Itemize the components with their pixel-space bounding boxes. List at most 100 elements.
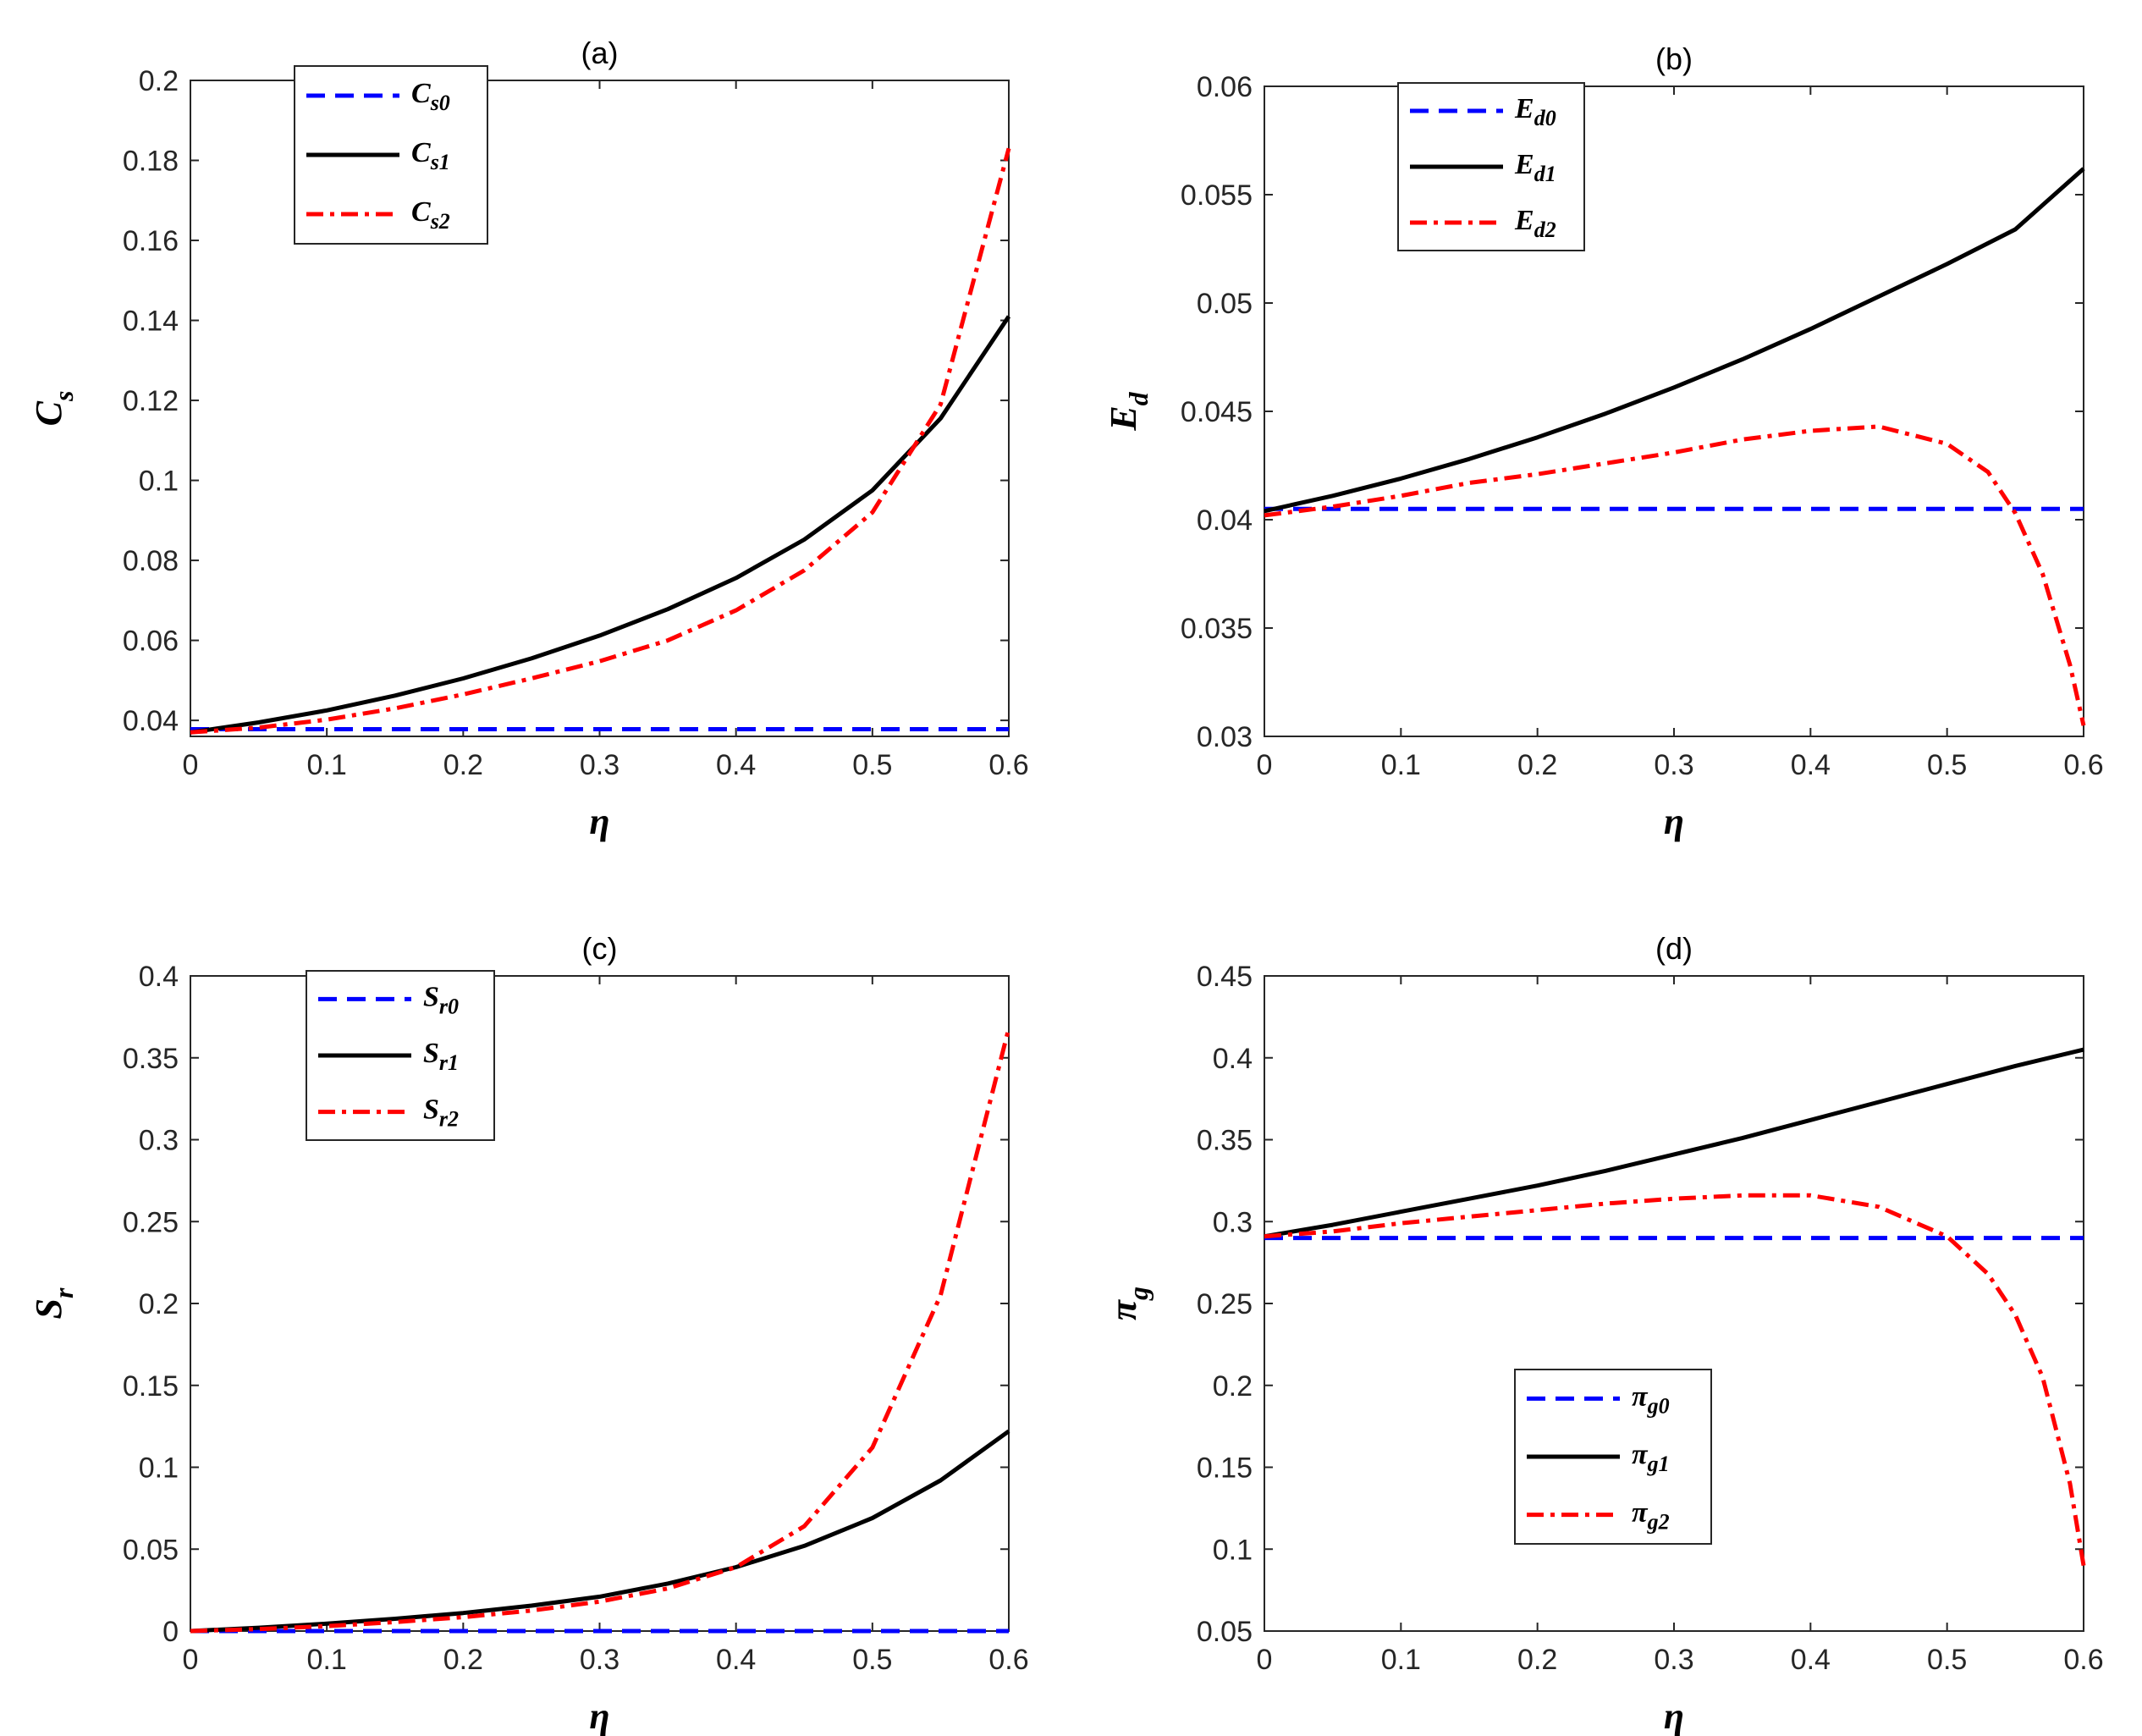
legend-label-r0: Sr0 bbox=[423, 981, 459, 1018]
y-tick-label: 0.2 bbox=[139, 1288, 179, 1320]
legend-label-g0: πg0 bbox=[1632, 1381, 1670, 1418]
y-tick-label: 0.035 bbox=[1181, 613, 1253, 645]
panel-a: 0 0.1 0.2 0.3 0.4 0.5 0.6 0.04 0.06 0.08 0.1 0.12 0.… bbox=[28, 36, 1029, 842]
x-tick-label: 0.4 bbox=[1791, 749, 1831, 781]
y-tick-label: 0.04 bbox=[123, 705, 179, 737]
y-tick-label: 0.03 bbox=[1197, 721, 1253, 753]
y-axis-label: Sr bbox=[28, 1287, 79, 1319]
y-tick-label: 0.06 bbox=[1197, 71, 1253, 103]
x-tick-label: 0.2 bbox=[443, 749, 483, 781]
y-tick-label: 0.055 bbox=[1181, 179, 1253, 212]
x-tick-label: 0.3 bbox=[580, 749, 619, 781]
y-axis-label-group: Cs bbox=[28, 391, 79, 427]
y-tick-label: 0.2 bbox=[1213, 1370, 1253, 1403]
series-line-r2 bbox=[190, 1028, 1011, 1634]
legend-label-r2: Sr2 bbox=[423, 1094, 459, 1132]
legend-label-s1: Cs1 bbox=[411, 137, 450, 174]
series-line-r1 bbox=[190, 1429, 1010, 1634]
panel-b: 0 0.1 0.2 0.3 0.4 0.5 0.6 0.03 0.035 0.04 0.045 0.0… bbox=[1103, 41, 2104, 842]
y-tick-label: 0.35 bbox=[1197, 1125, 1253, 1157]
y-axis-label-group: πg bbox=[1103, 1287, 1154, 1320]
series-line-s1 bbox=[190, 315, 1011, 735]
legend-label-r1: Sr1 bbox=[423, 1038, 459, 1075]
x-axis-label: η bbox=[1664, 801, 1684, 842]
x-axis-label: η bbox=[589, 801, 609, 842]
y-tick-label: 0.1 bbox=[139, 466, 179, 498]
y-axis-label-group: Sr bbox=[28, 1287, 79, 1319]
x-tick-label: 0.4 bbox=[716, 1644, 756, 1676]
legend-label-s2: Cs2 bbox=[411, 196, 450, 234]
x-tick-label: 0.5 bbox=[1927, 749, 1967, 781]
y-tick-label: 0.1 bbox=[139, 1452, 179, 1485]
y-axis-label: Cs bbox=[28, 391, 79, 427]
y-tick-label: 0.05 bbox=[123, 1534, 179, 1566]
x-tick-label: 0.6 bbox=[988, 1644, 1028, 1676]
x-tick-label: 0 bbox=[183, 1644, 199, 1676]
legend-label-g2: πg2 bbox=[1632, 1497, 1670, 1535]
y-tick-label: 0 bbox=[162, 1616, 179, 1648]
panel-title: (b) bbox=[1655, 41, 1693, 76]
y-axis-label: πg bbox=[1103, 1287, 1154, 1320]
y-tick-label: 0.05 bbox=[1197, 1616, 1253, 1648]
x-tick-label: 0.1 bbox=[1381, 1644, 1421, 1676]
legend-label-g1: πg1 bbox=[1632, 1439, 1670, 1476]
axes-frame bbox=[1264, 85, 2084, 737]
series-line-d1 bbox=[1264, 167, 2085, 514]
x-tick-label: 0.5 bbox=[852, 1644, 892, 1676]
panel-title: (c) bbox=[582, 931, 618, 966]
y-axis-label-group: Ed bbox=[1103, 391, 1154, 431]
x-axis-label: η bbox=[589, 1695, 609, 1736]
series-line-d2 bbox=[1264, 424, 2086, 726]
legend: Sr0 Sr1 Sr2 bbox=[306, 970, 495, 1141]
x-tick-label: 0 bbox=[1257, 749, 1273, 781]
x-tick-label: 0.2 bbox=[1517, 1644, 1557, 1676]
y-tick-label: 0.35 bbox=[123, 1043, 179, 1075]
x-tick-label: 0.6 bbox=[2063, 1644, 2103, 1676]
y-axis-label: Ed bbox=[1103, 391, 1154, 431]
y-tick-label: 0.08 bbox=[123, 545, 179, 577]
y-tick-label: 0.4 bbox=[139, 961, 179, 993]
legend: Cs0 Cs1 Cs2 bbox=[294, 65, 488, 245]
x-tick-label: 0.3 bbox=[580, 1644, 619, 1676]
x-tick-label: 0.2 bbox=[1517, 749, 1557, 781]
panel-title: (a) bbox=[581, 36, 619, 70]
x-tick-label: 0.5 bbox=[852, 749, 892, 781]
y-tick-label: 0.04 bbox=[1197, 504, 1253, 537]
y-tick-label: 0.06 bbox=[123, 626, 179, 658]
panel-c: 0 0.1 0.2 0.3 0.4 0.5 0.6 0 0.05 0.1 0.15 0.2 0.25 0.… bbox=[28, 931, 1029, 1736]
y-tick-label: 0.25 bbox=[1197, 1288, 1253, 1320]
x-tick-label: 0.4 bbox=[1791, 1644, 1831, 1676]
y-tick-label: 0.16 bbox=[123, 225, 179, 257]
legend-label-s0: Cs0 bbox=[411, 78, 450, 115]
y-tick-label: 0.15 bbox=[1197, 1452, 1253, 1485]
panel-title: (d) bbox=[1655, 931, 1693, 966]
y-tick-label: 0.14 bbox=[123, 306, 179, 338]
x-tick-label: 0.6 bbox=[988, 749, 1028, 781]
x-tick-label: 0.3 bbox=[1654, 1644, 1693, 1676]
legend-label-d0: Ed0 bbox=[1514, 93, 1556, 130]
y-tick-label: 0.45 bbox=[1197, 961, 1253, 993]
x-tick-label: 0 bbox=[183, 749, 199, 781]
y-tick-label: 0.15 bbox=[123, 1370, 179, 1403]
series-line-s2 bbox=[190, 147, 1011, 735]
y-tick-label: 0.18 bbox=[123, 146, 179, 178]
y-tick-label: 0.4 bbox=[1213, 1043, 1253, 1075]
x-tick-label: 0.1 bbox=[307, 749, 347, 781]
legend-label-d2: Ed2 bbox=[1514, 205, 1556, 242]
y-tick-label: 0.1 bbox=[1213, 1534, 1253, 1566]
x-tick-label: 0.5 bbox=[1927, 1644, 1967, 1676]
legend-label-d1: Ed1 bbox=[1514, 149, 1556, 186]
y-tick-label: 0.3 bbox=[1213, 1206, 1253, 1238]
x-tick-label: 0 bbox=[1257, 1644, 1273, 1676]
y-tick-label: 0.2 bbox=[139, 65, 179, 97]
x-tick-label: 0.1 bbox=[307, 1644, 347, 1676]
y-tick-label: 0.3 bbox=[139, 1125, 179, 1157]
x-tick-label: 0.3 bbox=[1654, 749, 1693, 781]
x-axis-label: η bbox=[1664, 1695, 1684, 1736]
legend: Ed0 Ed1 Ed2 bbox=[1397, 82, 1585, 251]
y-tick-label: 0.25 bbox=[123, 1206, 179, 1238]
y-tick-label: 0.12 bbox=[123, 385, 179, 417]
x-tick-label: 0.1 bbox=[1381, 749, 1421, 781]
x-tick-label: 0.2 bbox=[443, 1644, 483, 1676]
